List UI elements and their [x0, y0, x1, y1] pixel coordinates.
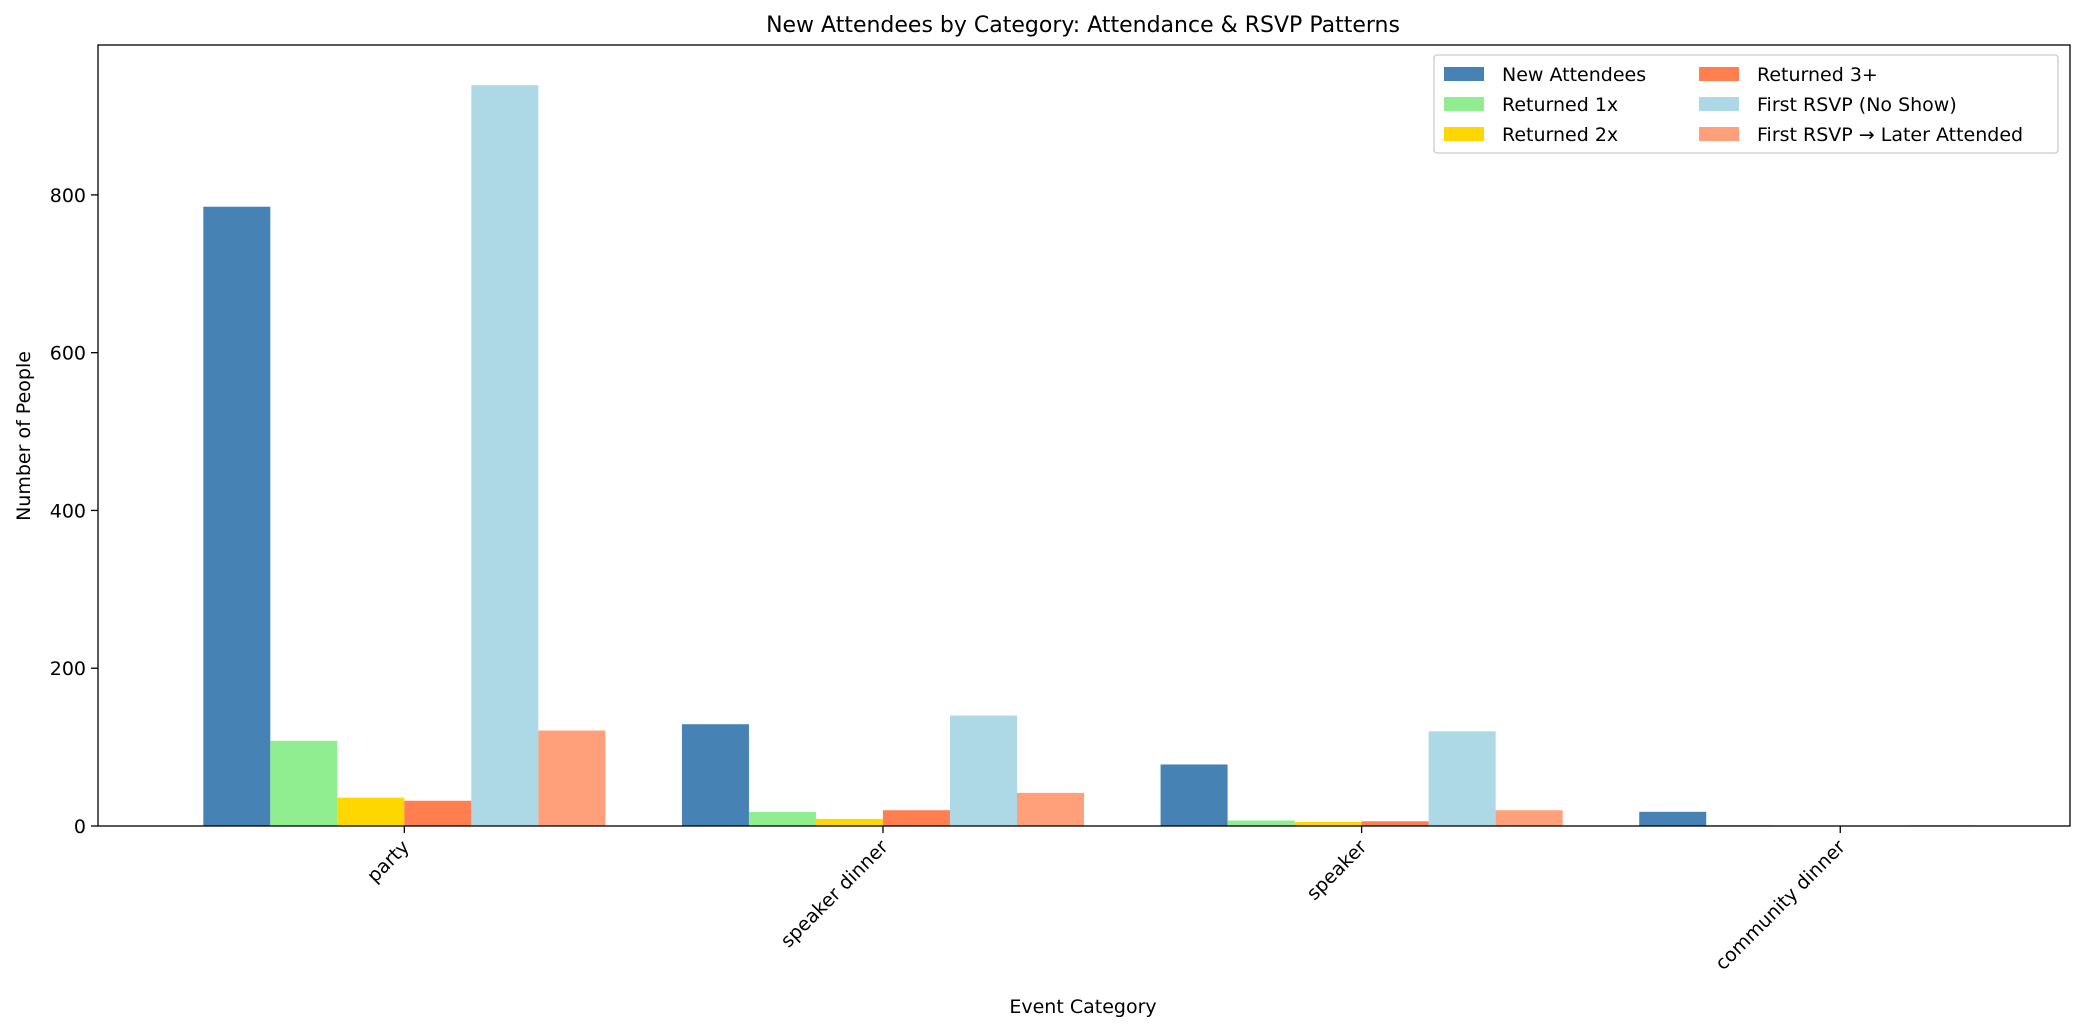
y-tick-label-2: 400 [50, 500, 86, 522]
bars-group [203, 85, 1975, 826]
bar-0-1 [681, 724, 749, 826]
bar-2-0 [337, 797, 405, 826]
bar-5-1 [1016, 792, 1084, 826]
y-tick-label-1: 200 [50, 658, 86, 680]
bar-2-1 [815, 818, 883, 826]
bar-1-1 [748, 811, 816, 826]
bar-3-2 [1361, 821, 1429, 826]
legend-label-3: Returned 3+ [1757, 64, 1878, 86]
legend: New Attendees Returned 1x Returned 2x Retur… [1433, 54, 2059, 154]
x-tick-label-1: speaker dinner [776, 836, 892, 952]
bar-3-1 [882, 810, 950, 826]
bar-5-2 [1495, 810, 1563, 826]
y-tick-label-4: 800 [50, 185, 86, 207]
legend-box [1433, 54, 2059, 154]
legend-swatch-4 [1699, 97, 1739, 111]
legend-swatch-1 [1444, 97, 1484, 111]
x-tick-label-3: community dinner [1711, 836, 1850, 975]
y-axis-label: Number of People [13, 351, 35, 521]
chart-title: New Attendees by Category: Attendance & … [766, 13, 1400, 38]
legend-label-0: New Attendees [1502, 64, 1646, 86]
bar-3-0 [404, 800, 472, 826]
y-tick-label-3: 600 [50, 343, 86, 365]
x-axis-label: Event Category [1009, 996, 1156, 1018]
x-axis: party speaker dinner speaker community dinn… [363, 826, 1850, 975]
bar-5-0 [538, 730, 606, 826]
bar-1-2 [1227, 820, 1295, 826]
legend-label-5: First RSVP → Later Attended [1757, 124, 2023, 146]
bar-2-2 [1294, 822, 1362, 826]
legend-swatch-3 [1699, 67, 1739, 81]
legend-swatch-5 [1699, 127, 1739, 141]
bar-0-3 [1639, 811, 1707, 826]
legend-label-4: First RSVP (No Show) [1757, 94, 1957, 116]
bar-0-2 [1160, 764, 1228, 826]
legend-label-1: Returned 1x [1502, 94, 1618, 116]
y-axis: 0 200 400 600 800 [50, 185, 98, 838]
y-tick-label-0: 0 [74, 816, 86, 838]
bar-4-1 [949, 715, 1017, 826]
plot-frame [97, 44, 2071, 827]
legend-swatch-2 [1444, 127, 1484, 141]
legend-label-2: Returned 2x [1502, 124, 1618, 146]
x-tick-label-2: speaker [1302, 836, 1371, 905]
bar-4-2 [1428, 731, 1496, 826]
bar-4-0 [471, 85, 539, 826]
bar-1-0 [270, 740, 338, 826]
x-tick-label-0: party [363, 836, 414, 887]
bar-0-0 [203, 206, 271, 826]
legend-swatch-0 [1444, 67, 1484, 81]
